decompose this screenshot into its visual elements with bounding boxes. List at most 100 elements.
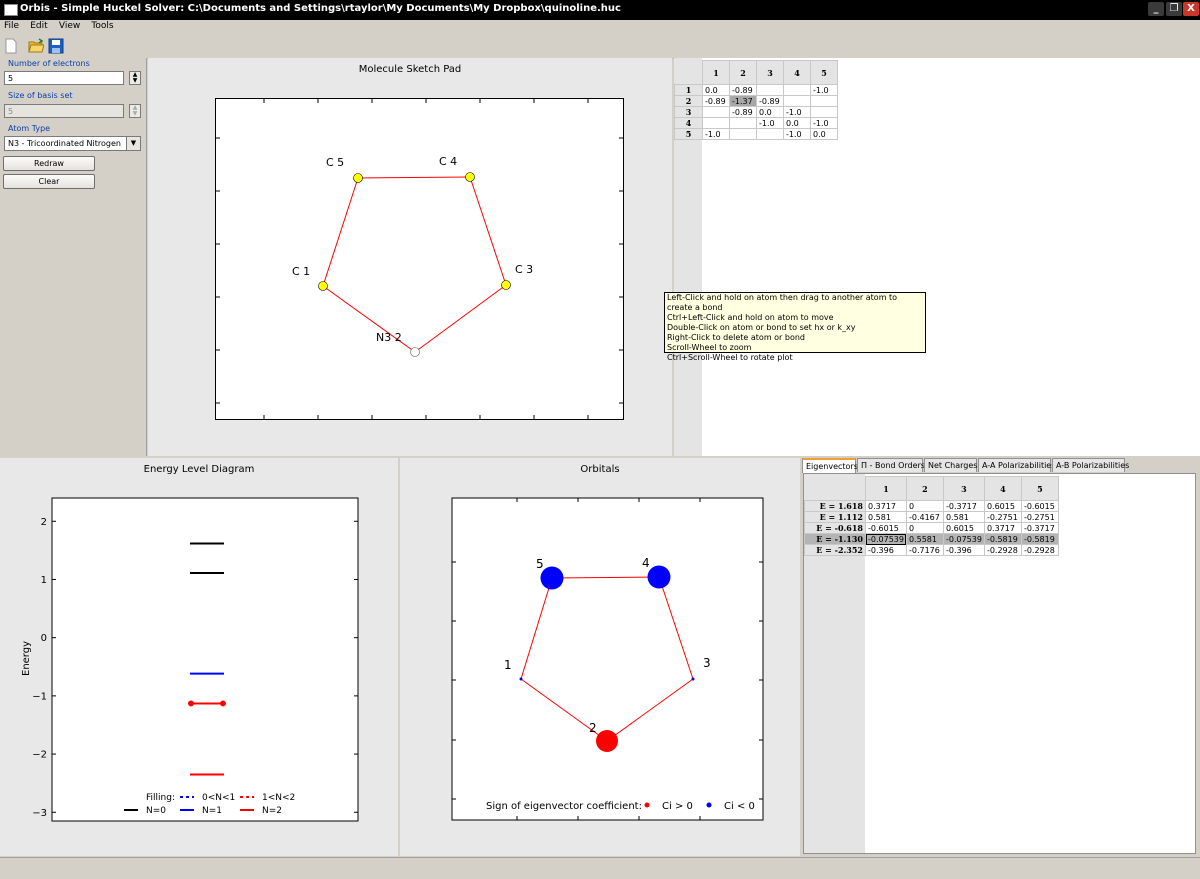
eigen-cell[interactable]: -0.6015	[865, 522, 907, 534]
matrix-cell[interactable]: -1.0	[810, 117, 838, 129]
eigen-cell[interactable]: -0.7176	[905, 544, 944, 556]
restore-button[interactable]: ❐	[1166, 2, 1182, 16]
matrix-cell[interactable]: -1.0	[783, 106, 811, 118]
matrix-cell[interactable]: -1.0	[810, 84, 838, 96]
eigen-cell[interactable]: -0.2928	[983, 544, 1022, 556]
col-header[interactable]: 1	[702, 60, 730, 85]
matrix-cell[interactable]	[729, 117, 757, 129]
atom-c5[interactable]	[353, 173, 363, 183]
eigen-cell[interactable]: -0.6015	[1020, 500, 1059, 512]
matrix-cell[interactable]	[702, 117, 730, 129]
col-header[interactable]: 3	[942, 476, 985, 501]
energy-row-header[interactable]: E = -1.130	[804, 533, 866, 545]
matrix-cell[interactable]	[729, 128, 757, 140]
eigen-cell[interactable]: 0	[905, 522, 944, 534]
eigen-cell[interactable]: -0.396	[865, 544, 907, 556]
row-header[interactable]: 2	[674, 95, 703, 107]
energy-row-header[interactable]: E = -0.618	[804, 522, 866, 534]
huckel-matrix-table[interactable]: 1 2 3 4 5 1 0.0 -0.89 -1.0 2 -0.89 -1.37…	[674, 60, 838, 140]
open-folder-icon[interactable]	[28, 38, 44, 54]
row-header[interactable]: 4	[674, 117, 703, 129]
eigen-cell[interactable]: 0.6015	[942, 522, 985, 534]
energy-row-header[interactable]: E = -2.352	[804, 544, 866, 556]
matrix-cell[interactable]	[783, 95, 811, 107]
atom-c4[interactable]	[465, 172, 475, 182]
matrix-cell[interactable]: -1.0	[702, 128, 730, 140]
col-header[interactable]: 4	[983, 476, 1022, 501]
eigen-cell[interactable]: 0.6015	[983, 500, 1022, 512]
tab-aa-polarizabilities[interactable]: A-A Polarizabilities	[978, 458, 1055, 472]
eigen-cell[interactable]: 0	[905, 500, 944, 512]
col-header[interactable]: 4	[783, 60, 811, 85]
eigen-cell[interactable]: -0.07539	[942, 533, 985, 545]
matrix-cell[interactable]: -1.0	[756, 117, 784, 129]
eigen-cell[interactable]: -0.4167	[905, 511, 944, 523]
eigen-cell[interactable]: -0.5819	[983, 533, 1022, 545]
matrix-cell[interactable]: 0.0	[783, 117, 811, 129]
electrons-spinner[interactable]: ▲ ▼	[129, 71, 141, 85]
matrix-cell[interactable]: 0.0	[702, 84, 730, 96]
matrix-cell-selected[interactable]: -1.37	[729, 95, 757, 107]
eigen-cell[interactable]: 0.581	[865, 511, 907, 523]
matrix-cell[interactable]	[756, 84, 784, 96]
eigen-cell[interactable]: -0.2751	[983, 511, 1022, 523]
eigen-cell[interactable]: 0.3717	[865, 500, 907, 512]
matrix-cell[interactable]: -0.89	[729, 106, 757, 118]
atom-c3[interactable]	[501, 280, 511, 290]
eigen-cell[interactable]: 0.5581	[905, 533, 944, 545]
eigen-cell[interactable]: -0.396	[942, 544, 985, 556]
matrix-cell[interactable]: -0.89	[756, 95, 784, 107]
electrons-input[interactable]: 5	[4, 71, 124, 85]
tab-bond-orders[interactable]: Π - Bond Orders	[857, 458, 925, 472]
eigenvector-table[interactable]: 1 2 3 4 5 E = 1.618 0.3717 0 -0.3717 0.6…	[804, 476, 1059, 556]
menu-file[interactable]: File	[4, 21, 20, 31]
eigen-cell[interactable]: 0.3717	[983, 522, 1022, 534]
matrix-cell[interactable]	[702, 106, 730, 118]
matrix-cell[interactable]: 0.0	[810, 128, 838, 140]
matrix-cell[interactable]: -0.89	[729, 84, 757, 96]
eigen-cell[interactable]: -0.2928	[1020, 544, 1059, 556]
orbitals-chart[interactable]: 5 4 1 3 2 Sign of eigenvector coefficien…	[400, 458, 800, 856]
atom-c1[interactable]	[318, 281, 328, 291]
eigen-cell[interactable]: 0.581	[942, 511, 985, 523]
col-header[interactable]: 1	[865, 476, 907, 501]
chevron-down-icon[interactable]: ▼	[126, 137, 140, 150]
matrix-cell[interactable]: -1.0	[783, 128, 811, 140]
menu-tools[interactable]: Tools	[91, 21, 114, 31]
atom-n3[interactable]	[410, 347, 420, 357]
tab-net-charges[interactable]: Net Charges	[924, 458, 977, 472]
eigen-cell[interactable]: -0.2751	[1020, 511, 1059, 523]
eigen-cell[interactable]: -0.5819	[1020, 533, 1059, 545]
matrix-cell[interactable]	[810, 106, 838, 118]
matrix-cell[interactable]: 0.0	[756, 106, 784, 118]
eigen-cell[interactable]: -0.3717	[1020, 522, 1059, 534]
matrix-cell[interactable]	[810, 95, 838, 107]
col-header[interactable]: 5	[1020, 476, 1059, 501]
redraw-button[interactable]: Redraw	[3, 156, 95, 171]
tab-ab-polarizabilities[interactable]: A-B Polarizabilities	[1052, 458, 1129, 472]
row-header[interactable]: 1	[674, 84, 703, 96]
tab-eigenvectors[interactable]: Eigenvectors	[802, 458, 858, 473]
col-header[interactable]: 2	[905, 476, 944, 501]
molecule-bonds[interactable]	[322, 176, 507, 353]
eigen-cell-focused[interactable]: -0.07539	[865, 533, 907, 545]
row-header[interactable]: 5	[674, 128, 703, 140]
menu-view[interactable]: View	[58, 21, 81, 31]
new-file-icon[interactable]	[3, 38, 19, 54]
matrix-cell[interactable]	[783, 84, 811, 96]
col-header[interactable]: 2	[729, 60, 757, 85]
matrix-cell[interactable]: -0.89	[702, 95, 730, 107]
row-header[interactable]: 3	[674, 106, 703, 118]
menu-edit[interactable]: Edit	[30, 21, 48, 31]
col-header[interactable]: 5	[810, 60, 838, 85]
save-disk-icon[interactable]	[48, 38, 64, 54]
energy-row-header[interactable]: E = 1.618	[804, 500, 866, 512]
matrix-cell[interactable]	[756, 128, 784, 140]
sketch-canvas[interactable]: C 5 C 4 C 1 C 3 N3 2	[215, 98, 624, 420]
energy-row-header[interactable]: E = 1.112	[804, 511, 866, 523]
col-header[interactable]: 3	[756, 60, 784, 85]
atom-type-select[interactable]: N3 - Tricoordinated Nitrogen ▼	[4, 136, 141, 151]
clear-button[interactable]: Clear	[3, 174, 95, 189]
energy-level-chart[interactable]: 2 1 0 −1 −2 −3 Energy Filling: 0<N<1 1<N<2 N=…	[0, 458, 398, 856]
minimize-button[interactable]: _	[1148, 2, 1164, 16]
